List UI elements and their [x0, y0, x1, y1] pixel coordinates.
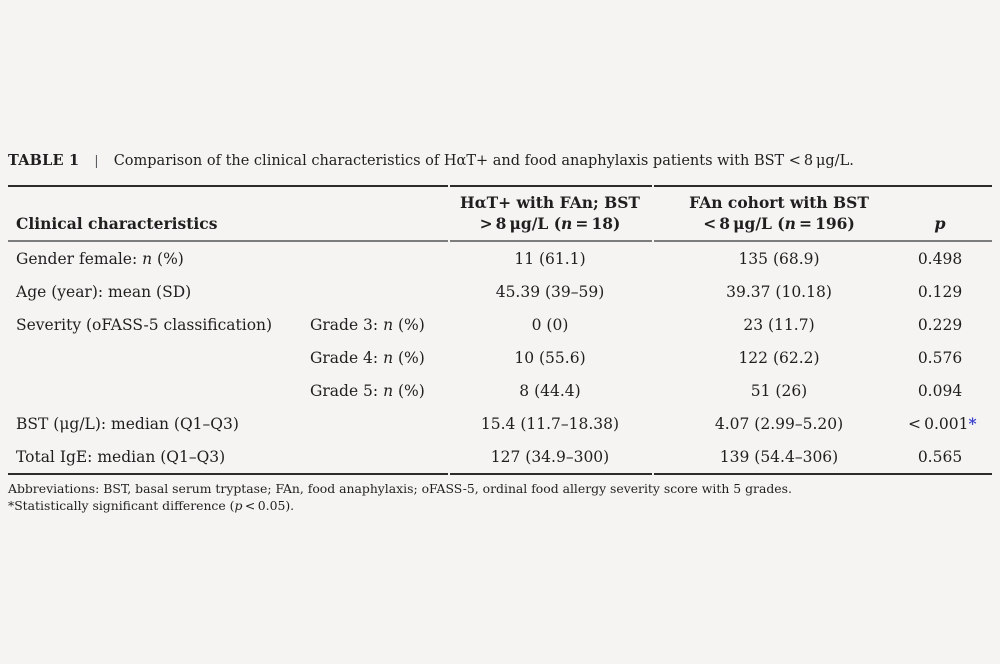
row-label: Severity (oFASS-5 classification) — [16, 315, 273, 334]
caption-divider: | — [94, 154, 99, 169]
header-fan-line2-n: n — [784, 214, 796, 233]
table-row: Grade 4: n (%) 10 (55.6) 122 (62.2) 0.57… — [8, 341, 992, 374]
significance-asterisk: * — [968, 414, 977, 433]
row-label-text: Gender female: — [16, 249, 143, 268]
cell-p-value: 0.498 — [917, 250, 963, 268]
cell-p-value: 0.565 — [917, 448, 963, 466]
cell-p-value: 0.129 — [917, 283, 963, 301]
cell-fan-value: 39.37 (10.18) — [726, 282, 832, 301]
row-sublabel: Grade 5: n (%) — [310, 381, 425, 400]
row-label-suffix: (%) — [152, 249, 184, 268]
row-sublabel: Grade 4: n (%) — [310, 348, 425, 367]
row-sublabel: Grade 3: n (%) — [310, 315, 425, 334]
header-fan-line2: < 8 μg/L (n = 196) — [650, 213, 908, 234]
cell-p-value: 0.229 — [917, 316, 963, 334]
cell-fan-value: 51 (26) — [750, 381, 808, 400]
table-bottom-rule — [8, 473, 992, 475]
table-row: Severity (oFASS-5 classification) Grade … — [8, 308, 992, 341]
cell-p-value: 0.094 — [917, 382, 963, 400]
cell-hat-value: 8 (44.4) — [519, 381, 581, 400]
header-hat-line2-pre: > 8 μg/L ( — [479, 214, 562, 233]
header-hat-line1: HαT+ with FAn; BST — [460, 193, 640, 212]
header-fan-cohort: FAn cohort with BST < 8 μg/L (n = 196) — [650, 192, 908, 234]
cell-hat-value: 11 (61.1) — [514, 249, 586, 268]
footnote-significance: *Statistically significant difference (p… — [8, 498, 295, 513]
row-label: BST (μg/L): median (Q1–Q3) — [16, 414, 239, 433]
table-row: Grade 5: n (%) 8 (44.4) 51 (26) 0.094 — [8, 374, 992, 407]
footnote-abbreviations: Abbreviations: BST, basal serum tryptase… — [8, 481, 792, 496]
header-hat-line2-n: n — [561, 214, 573, 233]
header-hat-line2: > 8 μg/L (n = 18) — [450, 213, 650, 234]
table-row: Gender female: n (%) 11 (61.1) 135 (68.9… — [8, 242, 992, 275]
header-fan-line1: FAn cohort with BST — [689, 193, 869, 212]
header-clinical-characteristics: Clinical characteristics — [16, 214, 218, 233]
table-row: Age (year): mean (SD) 45.39 (39–59) 39.3… — [8, 275, 992, 308]
cell-hat-value: 0 (0) — [531, 315, 569, 334]
table-caption: TABLE 1 | Comparison of the clinical cha… — [8, 150, 992, 173]
row-label-italic: n — [142, 249, 153, 268]
caption-text: Comparison of the clinical characteristi… — [113, 153, 854, 169]
cell-hat-value: 10 (55.6) — [514, 348, 586, 367]
row-label: Gender female: n (%) — [8, 250, 300, 268]
table-row: BST (μg/L): median (Q1–Q3) 15.4 (11.7–18… — [8, 407, 992, 440]
table-body: Gender female: n (%) 11 (61.1) 135 (68.9… — [8, 242, 992, 473]
header-fan-line2-post: = 196) — [795, 214, 855, 233]
table-header-row: Clinical characteristics HαT+ with FAn; … — [8, 187, 992, 240]
cell-fan-value: 23 (11.7) — [743, 315, 815, 334]
cell-hat-value: 15.4 (11.7–18.38) — [480, 414, 620, 433]
cell-hat-value: 45.39 (39–59) — [495, 282, 605, 301]
cell-hat-value: 127 (34.9–300) — [490, 447, 610, 466]
cell-p-value: 0.576 — [917, 349, 963, 367]
header-hat-line2-post: = 18) — [572, 214, 621, 233]
table-row: Total IgE: median (Q1–Q3) 127 (34.9–300)… — [8, 440, 992, 473]
table-top-rule — [8, 185, 992, 187]
table-block: TABLE 1 | Comparison of the clinical cha… — [8, 150, 992, 514]
cell-fan-value: 122 (62.2) — [738, 348, 820, 367]
header-p-value: p — [934, 214, 946, 233]
row-label: Total IgE: median (Q1–Q3) — [16, 447, 226, 466]
cell-fan-value: 139 (54.4–306) — [719, 447, 839, 466]
header-bottom-rule — [8, 240, 992, 242]
header-fan-line2-pre: < 8 μg/L ( — [703, 214, 785, 233]
row-label: Age (year): mean (SD) — [16, 282, 192, 301]
header-hat-cohort: HαT+ with FAn; BST > 8 μg/L (n = 18) — [450, 192, 650, 234]
table-number: TABLE 1 — [8, 152, 80, 169]
cell-p-value: < 0.001* — [908, 414, 977, 433]
cell-fan-value: 135 (68.9) — [738, 249, 820, 268]
table-footnotes: Abbreviations: BST, basal serum tryptase… — [8, 480, 992, 514]
cell-fan-value: 4.07 (2.99–5.20) — [714, 414, 844, 433]
